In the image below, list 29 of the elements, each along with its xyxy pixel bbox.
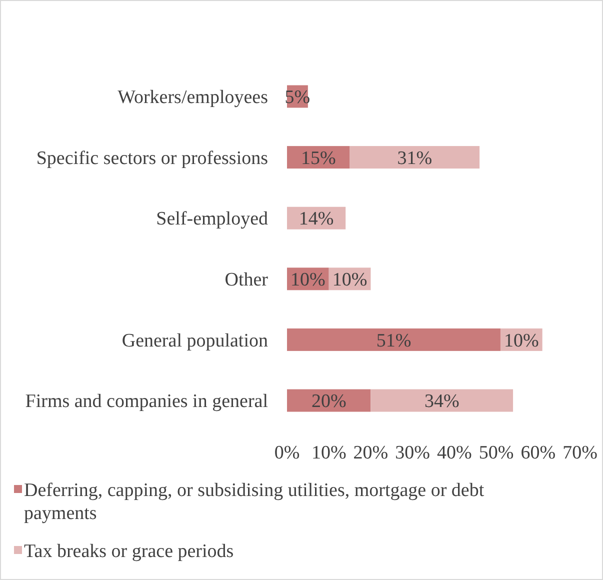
bar	[350, 146, 480, 169]
x-tick-label: 20%	[353, 442, 388, 464]
bar	[370, 389, 514, 412]
data-label: 10%	[504, 330, 539, 352]
legend-label: Deferring, capping, or subsidising utilities, mortgage or debt payments	[24, 480, 485, 524]
x-tick-label: 70%	[562, 442, 598, 464]
x-tick-label: 10%	[311, 442, 346, 464]
y-tick-label: Workers/employees	[118, 87, 268, 108]
x-tick-label: 0%	[274, 442, 300, 464]
data-label: 10%	[290, 270, 326, 291]
y-tick-label: Self-employed	[156, 208, 268, 230]
data-label: 34%	[424, 391, 460, 412]
x-tick-label: 60%	[520, 442, 556, 464]
y-tick-label: Firms and companies in general	[25, 391, 268, 412]
x-tick-label: 40%	[437, 442, 472, 464]
bar	[287, 389, 371, 412]
y-tick-label: General population	[122, 330, 268, 352]
x-tick-label: 50%	[478, 442, 514, 464]
legend-label: Tax breaks or grace periods	[24, 541, 234, 562]
data-label: 31%	[397, 148, 432, 169]
data-label: 15%	[300, 148, 336, 169]
y-tick-label: Other	[224, 270, 269, 291]
x-tick-label: 30%	[395, 442, 430, 464]
data-label: 14%	[298, 208, 334, 230]
data-label: 10%	[332, 270, 368, 291]
data-label: 20%	[311, 391, 346, 412]
bar	[287, 328, 500, 351]
y-tick-label: Specific sectors or professions	[36, 148, 268, 169]
data-label: 51%	[376, 330, 412, 352]
